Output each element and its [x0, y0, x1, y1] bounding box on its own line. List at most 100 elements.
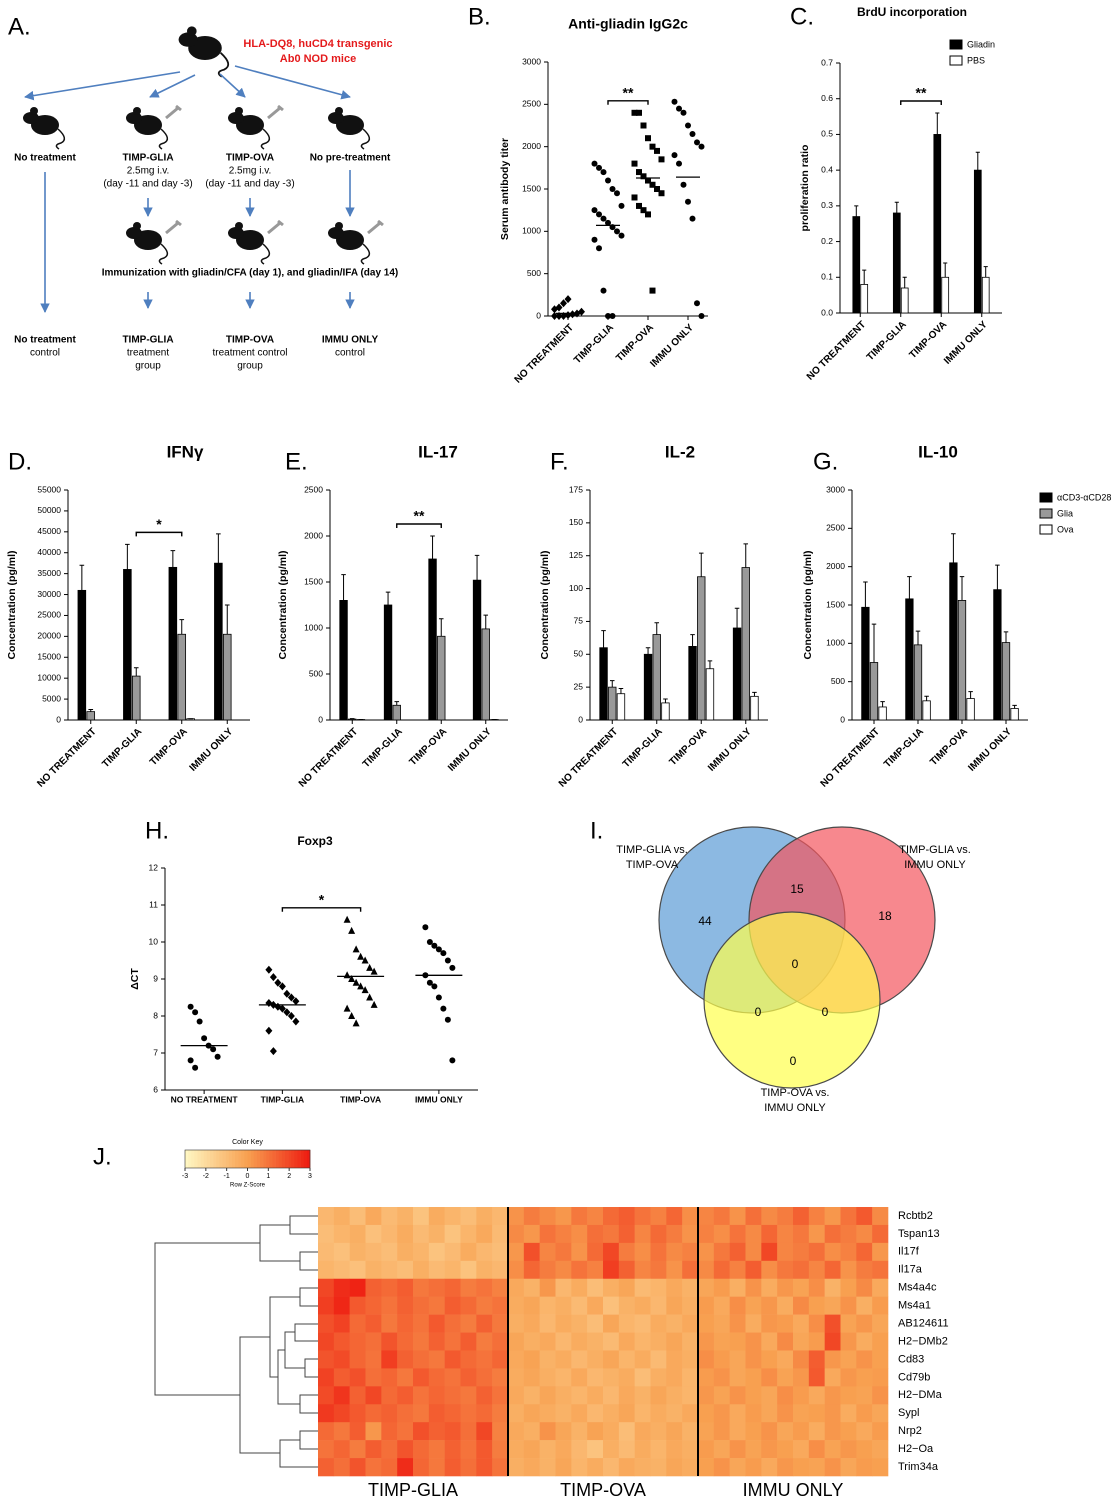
heatmap-cell — [365, 1278, 382, 1297]
heatmap-cell — [761, 1440, 778, 1459]
heatmap-cell — [713, 1422, 730, 1441]
heatmap-cell — [444, 1296, 461, 1315]
mouse-tail — [158, 128, 169, 150]
venn-count: 0 — [790, 1054, 797, 1068]
error-bar — [935, 112, 940, 135]
mouse-icon — [126, 222, 169, 265]
data-point — [649, 181, 656, 188]
heatmap-cell — [603, 1458, 620, 1477]
error-bar — [1012, 704, 1017, 709]
color-key-slice — [210, 1150, 214, 1168]
heatmap-cell — [840, 1314, 857, 1333]
heatmap-cell — [824, 1332, 841, 1351]
significance-bracket — [900, 100, 942, 105]
chart-title: IL-10 — [918, 442, 958, 461]
heatmap-cell — [365, 1207, 382, 1226]
heatmap-cell — [698, 1224, 715, 1244]
data-point — [676, 105, 682, 112]
heatmap-cell — [650, 1224, 667, 1244]
heatmap-cell — [539, 1404, 556, 1423]
heatmap-cell — [508, 1242, 525, 1262]
color-key-slice — [241, 1150, 245, 1168]
heatmap-cell — [603, 1224, 620, 1244]
heatmap-cell — [603, 1314, 620, 1333]
x-tick-label: IMMU ONLY — [706, 726, 754, 774]
heatmap-cell — [872, 1350, 889, 1369]
heatmap-cell — [413, 1207, 430, 1226]
error-bar — [170, 550, 176, 568]
heatmap-cell — [349, 1422, 366, 1441]
heatmap-cell — [618, 1296, 635, 1315]
row-label: H2−Oa — [898, 1443, 934, 1455]
heatmap-cell — [840, 1350, 857, 1369]
bar — [661, 702, 670, 721]
heatmap-cell — [555, 1332, 572, 1351]
heatmap-cell — [761, 1278, 778, 1297]
heatmap-cell — [808, 1422, 825, 1441]
row-label: Ms4a4c — [898, 1282, 937, 1294]
heatmap-cell — [824, 1224, 841, 1244]
arrow — [149, 74, 196, 98]
data-point — [645, 135, 651, 142]
bar — [131, 675, 141, 721]
heatmap-cell — [444, 1314, 461, 1333]
heatmap-cell — [523, 1296, 540, 1315]
heatmap-cell — [840, 1422, 857, 1441]
heatmap-cell — [428, 1350, 445, 1369]
heatmap-cell — [698, 1332, 715, 1351]
heatmap-cell — [713, 1386, 730, 1405]
heatmap-cell — [793, 1260, 810, 1280]
data-point — [431, 942, 438, 949]
data-point — [265, 965, 273, 974]
heatmap-cell — [666, 1368, 683, 1387]
mouse-icon — [228, 222, 271, 265]
heatmap-cell — [571, 1332, 588, 1351]
error-bar — [975, 151, 980, 171]
y-tick-label: 3000 — [826, 484, 845, 494]
data-point — [636, 202, 642, 209]
data-point — [352, 978, 360, 986]
y-tick-label: 9 — [153, 973, 158, 983]
heatmap-cell — [634, 1242, 651, 1262]
error-bar — [609, 680, 615, 688]
heatmap-cell — [634, 1386, 651, 1405]
outcome-label: TIMP-OVA — [226, 335, 274, 346]
bar — [913, 644, 923, 721]
heatmap-cell — [761, 1224, 778, 1244]
error-bar — [601, 630, 606, 648]
heatmap-cell — [381, 1242, 398, 1262]
heatmap-cell — [381, 1278, 398, 1297]
y-tick-label: 0 — [56, 714, 61, 724]
heatmap-cell — [444, 1404, 461, 1423]
color-key-slice — [260, 1150, 264, 1168]
heatmap-cell — [539, 1422, 556, 1441]
data-point — [348, 975, 356, 982]
y-axis-label: Concentration (pg/ml) — [802, 550, 814, 659]
data-point — [192, 1009, 199, 1016]
bar — [697, 576, 706, 721]
heatmap-cell — [508, 1422, 525, 1441]
y-axis-label: Concentration (pg/ml) — [539, 550, 551, 659]
y-axis-label: Concentration (pg/ml) — [6, 550, 18, 659]
heatmap-cell — [682, 1350, 699, 1369]
data-point — [640, 173, 647, 180]
mouse-head — [228, 227, 244, 239]
heatmap-cell — [824, 1386, 841, 1405]
venn-set — [703, 911, 881, 1089]
heatmap-cell — [745, 1350, 762, 1369]
mouse-tail — [360, 128, 371, 150]
heatmap-cell — [777, 1350, 794, 1369]
heatmap-cell — [666, 1224, 683, 1244]
heatmap-cell — [587, 1296, 604, 1315]
color-key-tick-label: 1 — [266, 1173, 270, 1180]
heatmap-cell — [856, 1314, 873, 1333]
heatmap-cell — [713, 1224, 730, 1244]
heatmap-cell — [460, 1224, 477, 1244]
heatmap-cell — [539, 1368, 556, 1387]
heatmap-cell — [523, 1350, 540, 1369]
error-bar — [915, 630, 921, 645]
heatmap-cell — [555, 1368, 572, 1387]
bar — [123, 569, 132, 721]
data-point — [187, 1003, 194, 1010]
outcome-label: control — [30, 348, 60, 359]
